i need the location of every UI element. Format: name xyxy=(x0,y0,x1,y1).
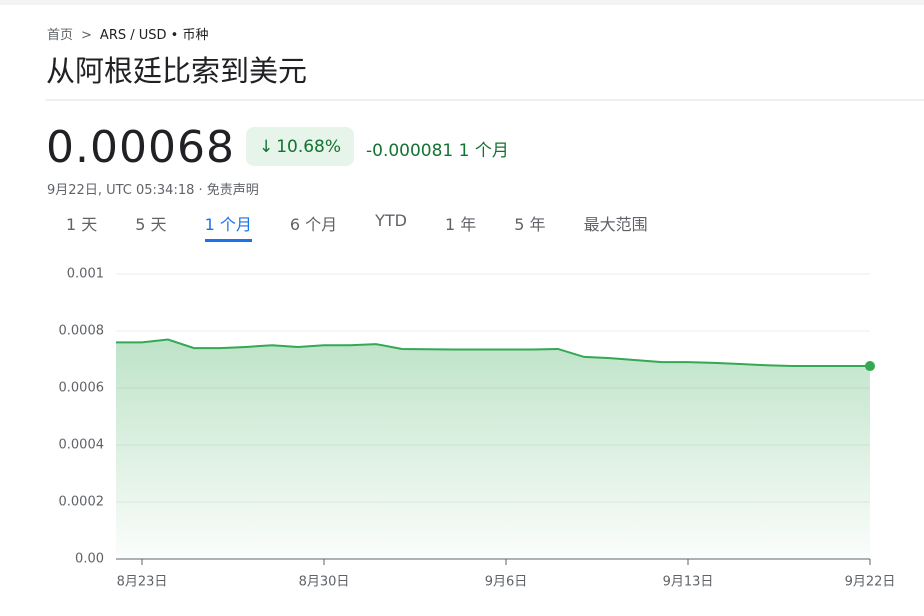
y-tick-label: 0.0002 xyxy=(59,495,105,510)
price-line xyxy=(116,338,870,368)
price: 0.00068 xyxy=(46,122,235,173)
home-link[interactable]: 首页 xyxy=(47,28,74,43)
x-tick-label: 8月30日 xyxy=(299,575,350,590)
range-tab[interactable]: 5 年 xyxy=(514,215,546,234)
y-tick-label: 0.001 xyxy=(67,267,104,282)
breadcrumb-current: ARS / USD • 币种 xyxy=(99,28,209,43)
range-tab[interactable]: 1 天 xyxy=(66,215,98,234)
top-bar xyxy=(0,0,924,5)
range-tab[interactable]: 1 年 xyxy=(445,215,477,234)
change-absolute: -0.000081 1 个月 xyxy=(366,136,509,161)
change-percent: 10.68% xyxy=(276,136,342,157)
range-tabs: 1 天 5 天 1 个月 6 个月 YTD 1 年 5 年 最大范围 xyxy=(66,211,686,242)
x-tick-label: 9月22日 xyxy=(845,575,896,590)
breadcrumb: 首页 > ARS / USD • 币种 xyxy=(47,24,208,43)
last-point xyxy=(865,361,875,372)
range-tab[interactable]: YTD xyxy=(375,211,407,230)
x-tick-label: 9月6日 xyxy=(485,575,528,590)
range-tab[interactable]: 6 个月 xyxy=(289,215,338,234)
title: 从阿根廷比索到美元 xyxy=(46,54,308,88)
x-tick-label: 9月13日 xyxy=(663,575,714,590)
chevron: > xyxy=(81,28,92,43)
range-tab[interactable]: 最大范围 xyxy=(583,215,648,234)
y-tick-label: 0.00 xyxy=(75,552,104,567)
range-tab[interactable]: 1 个月 xyxy=(204,211,252,242)
y-tick-label: 0.0006 xyxy=(59,381,105,396)
range-tab[interactable]: 5 天 xyxy=(135,215,167,234)
change-chip: ↓ 10.68% xyxy=(246,127,354,166)
timestamp: 9月22日, UTC 05:34:18 · 免责声明 xyxy=(47,183,259,198)
change-value: -0.000081 xyxy=(366,141,454,161)
change-period: 1 个月 xyxy=(458,141,509,161)
down-arrow: ↓ xyxy=(258,136,274,157)
y-tick-label: 0.0004 xyxy=(59,438,105,453)
area xyxy=(116,339,870,559)
x-tick-label: 8月23日 xyxy=(117,575,168,590)
y-tick-label: 0.0008 xyxy=(59,324,105,339)
